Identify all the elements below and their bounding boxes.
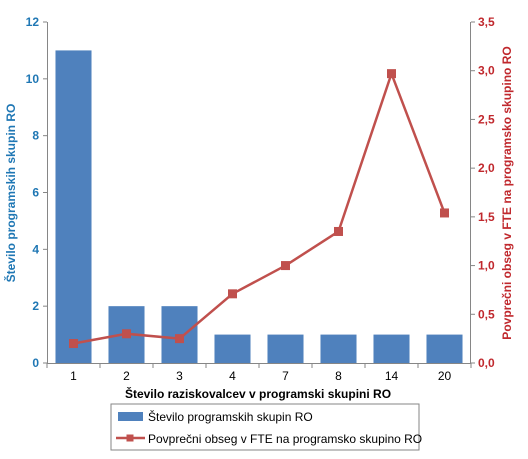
legend-bar-swatch (118, 412, 143, 421)
left-tick-label: 8 (32, 129, 39, 143)
right-tick-label: 2,5 (478, 112, 495, 126)
bar (214, 334, 251, 363)
x-tick-label: 4 (229, 369, 236, 383)
x-tick-label: 7 (282, 369, 289, 383)
right-tick-label: 0,0 (478, 356, 495, 370)
right-axis-title: Povprečni obseg v FTE na programsko skup… (500, 46, 514, 339)
right-tick-label: 1,0 (478, 259, 495, 273)
left-tick-label: 6 (32, 186, 39, 200)
x-tick-label: 20 (438, 369, 452, 383)
line-point (228, 289, 237, 299)
x-axis-title: Število raziskovalcev v programski skupi… (125, 386, 391, 401)
left-tick-label: 0 (32, 356, 39, 370)
left-axis-title: Število programskih skupin RO (3, 104, 18, 283)
left-tick-label: 4 (32, 242, 39, 256)
line-point (69, 339, 78, 349)
right-tick-label: 3,0 (478, 64, 495, 78)
x-tick-label: 8 (335, 369, 342, 383)
right-tick-label: 1,5 (478, 210, 495, 224)
legend-line-marker (126, 434, 134, 442)
x-tick-label: 3 (176, 369, 183, 383)
bar (55, 50, 92, 364)
line-point (440, 208, 449, 218)
bar (373, 334, 410, 363)
right-tick-label: 3,5 (478, 15, 495, 29)
legend-frame (110, 403, 420, 451)
legend-line-label: Povprečni obseg v FTE na programsko skup… (148, 432, 422, 446)
x-axis-ticks: 1 2 3 4 7 8 14 20 (46, 363, 472, 383)
left-tick-label: 10 (26, 72, 40, 86)
line-point (334, 226, 343, 236)
bar (426, 334, 463, 363)
legend: Število programskih skupin RO Povprečni … (110, 403, 422, 451)
left-tick-label: 2 (32, 299, 39, 313)
bar (267, 334, 304, 363)
line-series (69, 69, 449, 349)
right-axis-ticks: 0,0 0,5 1,0 1,5 2,0 2,5 3,0 3,5 (471, 15, 495, 370)
bar (320, 334, 357, 363)
right-tick-label: 0,5 (478, 307, 495, 321)
legend-bar-label: Število programskih skupin RO (148, 409, 313, 424)
series-line (73, 72, 446, 345)
line-point (122, 329, 131, 339)
line-point (175, 334, 184, 344)
left-axis-ticks: 0 2 4 6 8 10 12 (26, 15, 47, 370)
x-tick-label: 1 (70, 369, 77, 383)
line-point (387, 69, 396, 79)
x-tick-label: 14 (385, 369, 399, 383)
left-tick-label: 12 (26, 15, 40, 29)
x-tick-label: 2 (123, 369, 130, 383)
line-point (281, 261, 290, 271)
bar-series (55, 50, 463, 364)
right-tick-label: 2,0 (478, 161, 495, 175)
